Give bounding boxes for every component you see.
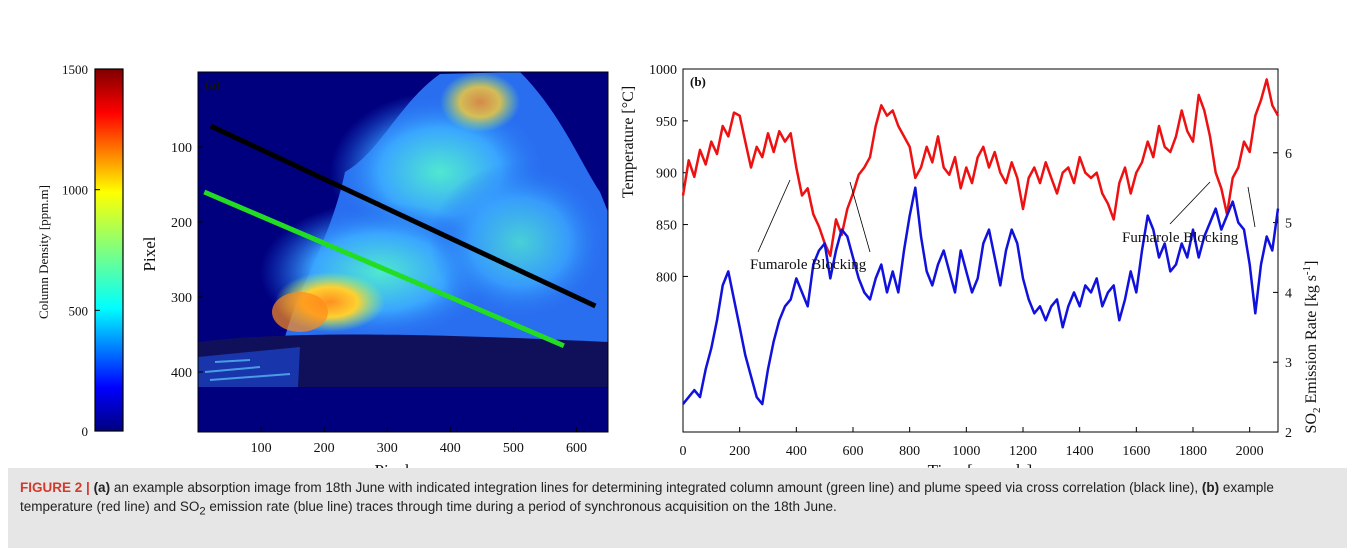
panel-a: (a) 100 200 300 400 500 600 100 200 300 400 Pixe… bbox=[140, 71, 609, 480]
panel-b-right-tick-label: 3 bbox=[1285, 356, 1292, 371]
annotation-fumarole-2: Fumarole Blocking bbox=[1122, 230, 1239, 246]
colorbar-gradient bbox=[94, 68, 124, 432]
colorbar-ticks: 0 500 1000 1500 bbox=[62, 62, 100, 439]
panel-b-left-tick-label: 950 bbox=[656, 115, 677, 130]
caption-label: FIGURE 2 | bbox=[20, 480, 90, 495]
panel-b-left-ylabel: Temperature [°C] bbox=[620, 86, 637, 198]
panel-b-left-ticks: 800 850 900 950 1000 bbox=[649, 63, 688, 285]
panel-a-tag: (a) bbox=[205, 77, 220, 92]
colorbar-tick-label: 0 bbox=[82, 424, 89, 439]
right-ylabel-sub: 2 bbox=[1311, 407, 1323, 413]
panel-a-x-tick-label: 300 bbox=[377, 441, 398, 456]
right-ylabel-sup: -1 bbox=[1301, 266, 1313, 275]
annotation-fumarole-1: Fumarole Blocking bbox=[750, 257, 867, 273]
panel-b-x-tick-label: 800 bbox=[899, 444, 920, 459]
absorption-image bbox=[198, 72, 608, 432]
panel-b: (b) 0 200 400 600 800 1000 1200 1400 1600 1800 200… bbox=[620, 63, 1323, 480]
panel-b-tag: (b) bbox=[690, 74, 706, 89]
panel-b-x-tick-label: 0 bbox=[680, 444, 687, 459]
panel-b-x-tick-label: 200 bbox=[729, 444, 750, 459]
caption-b-tag: (b) bbox=[1201, 480, 1220, 495]
panel-b-x-tick-label: 1200 bbox=[1009, 444, 1037, 459]
panel-b-left-tick-label: 1000 bbox=[649, 63, 677, 78]
right-ylabel-so: SO bbox=[1303, 413, 1320, 433]
panel-a-y-tick-label: 100 bbox=[171, 141, 192, 156]
panel-b-x-tick-label: 400 bbox=[786, 444, 807, 459]
panel-b-x-tick-label: 1800 bbox=[1179, 444, 1207, 459]
panel-b-x-ticks: 0 200 400 600 800 1000 1200 1400 1600 1800 2000 bbox=[680, 427, 1264, 459]
caption-b-text-1: example temperature (red line) and SO bbox=[20, 480, 1274, 514]
caption-b-text-2: emission rate (blue line) traces through… bbox=[205, 499, 837, 514]
caption-b-sub: 2 bbox=[199, 505, 206, 518]
panel-a-y-ticks: 100 200 300 400 bbox=[171, 141, 203, 381]
panel-a-y-tick-label: 200 bbox=[171, 216, 192, 231]
panel-a-x-ticks: 100 200 300 400 500 600 bbox=[251, 427, 587, 456]
panel-a-x-tick-label: 400 bbox=[440, 441, 461, 456]
panel-a-y-tick-label: 400 bbox=[171, 366, 192, 381]
right-ylabel-rest: Emission Rate [kg s bbox=[1303, 275, 1320, 407]
colorbar-tick-label: 500 bbox=[69, 303, 89, 318]
panel-b-x-tick-label: 2000 bbox=[1236, 444, 1264, 459]
panel-a-ylabel: Pixel bbox=[140, 236, 159, 271]
colorbar: 0 500 1000 1500 Column Density [ppm.m] bbox=[36, 62, 124, 439]
temperature-series-line bbox=[681, 78, 1280, 257]
panel-a-x-tick-label: 500 bbox=[503, 441, 524, 456]
panel-b-frame bbox=[682, 68, 1279, 433]
panel-b-right-tick-label: 2 bbox=[1285, 426, 1292, 441]
colorbar-tick-label: 1000 bbox=[62, 183, 88, 198]
panel-b-right-ticks: 2 3 4 5 6 bbox=[1273, 147, 1292, 441]
panel-b-right-ylabel: SO2 Emission Rate [kg s-1] bbox=[1301, 261, 1323, 434]
cross-correlation-black-line bbox=[209, 123, 597, 309]
figure-caption: FIGURE 2 | (a) an example absorption ima… bbox=[8, 468, 1347, 548]
colorbar-label: Column Density [ppm.m] bbox=[36, 185, 51, 319]
integration-green-line bbox=[203, 189, 565, 349]
panel-b-x-tick-label: 1400 bbox=[1066, 444, 1094, 459]
caption-a-text: an example absorption image from 18th Ju… bbox=[110, 480, 1202, 495]
panel-b-right-tick-label: 4 bbox=[1285, 286, 1292, 301]
panel-b-x-tick-label: 600 bbox=[843, 444, 864, 459]
panel-a-x-tick-label: 100 bbox=[251, 441, 272, 456]
so2-series-line bbox=[682, 186, 1280, 406]
panel-b-left-tick-label: 800 bbox=[656, 270, 677, 285]
panel-b-left-tick-label: 900 bbox=[656, 167, 677, 182]
panel-a-y-tick-label: 300 bbox=[171, 291, 192, 306]
annotation-leaders bbox=[757, 179, 1256, 253]
panel-b-x-tick-label: 1000 bbox=[952, 444, 980, 459]
colorbar-tick-label: 1500 bbox=[62, 62, 88, 77]
panel-b-right-tick-label: 5 bbox=[1285, 217, 1292, 232]
caption-a-tag: (a) bbox=[93, 480, 111, 495]
panel-b-x-tick-label: 1600 bbox=[1122, 444, 1150, 459]
panel-a-x-tick-label: 600 bbox=[566, 441, 587, 456]
panel-b-right-tick-label: 6 bbox=[1285, 147, 1292, 162]
panel-a-x-tick-label: 200 bbox=[314, 441, 335, 456]
panel-b-left-tick-label: 850 bbox=[656, 219, 677, 234]
panel-a-frame bbox=[197, 71, 609, 433]
